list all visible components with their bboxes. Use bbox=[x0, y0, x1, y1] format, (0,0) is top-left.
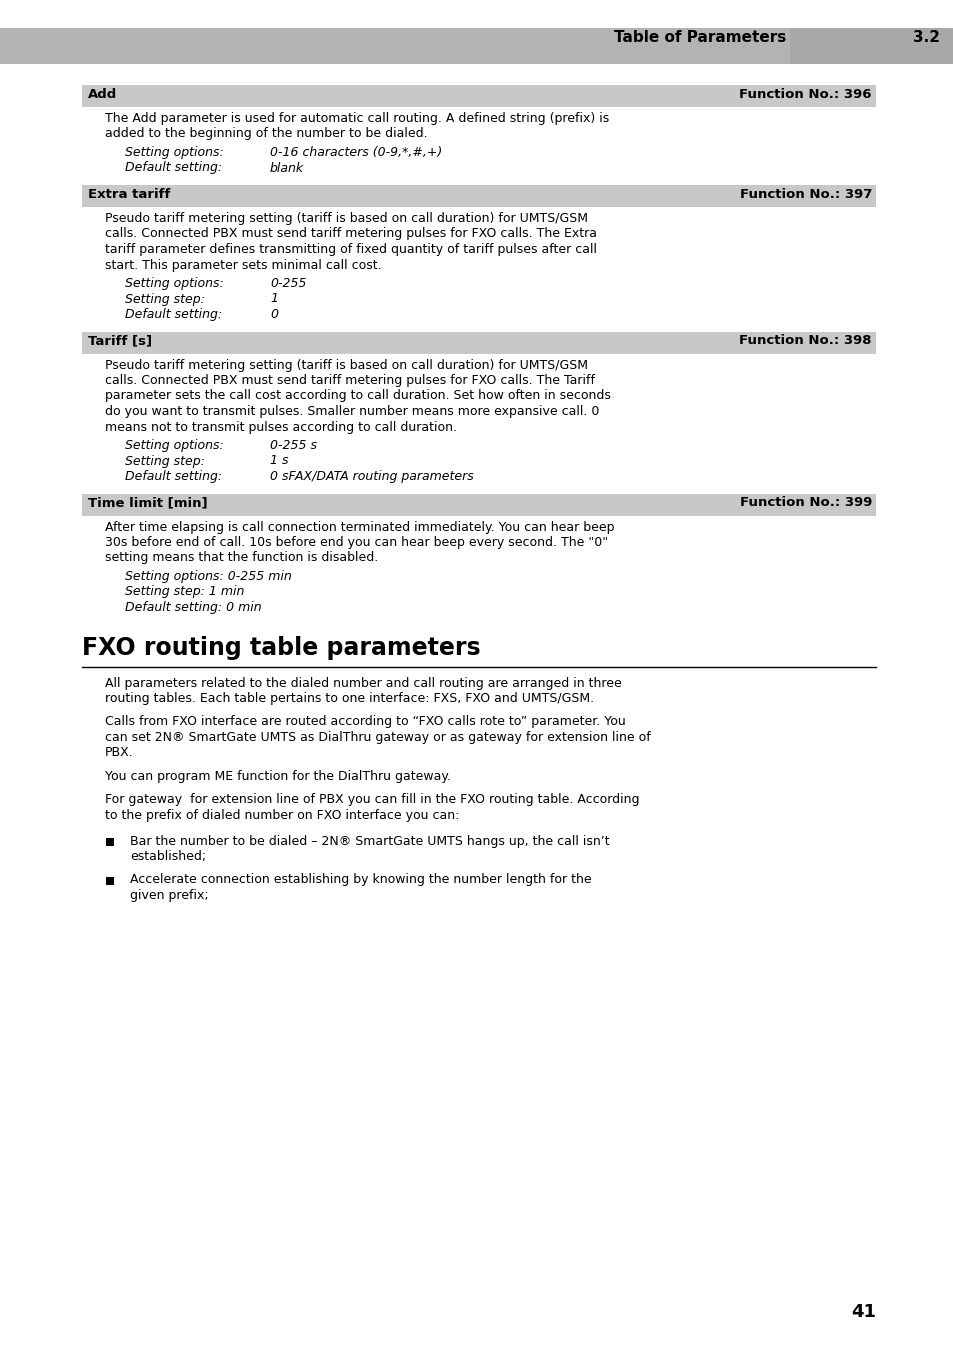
Text: For gateway  for extension line of PBX you can fill in the FXO routing table. Ac: For gateway for extension line of PBX yo… bbox=[105, 793, 639, 807]
Text: FXO routing table parameters: FXO routing table parameters bbox=[82, 637, 480, 661]
Text: to the prefix of dialed number on FXO interface you can:: to the prefix of dialed number on FXO in… bbox=[105, 809, 459, 822]
Text: parameter sets the call cost according to call duration. Set how often in second: parameter sets the call cost according t… bbox=[105, 390, 610, 402]
Bar bbox=[82, 332, 875, 353]
Text: Table of Parameters: Table of Parameters bbox=[613, 30, 785, 45]
Text: All parameters related to the dialed number and call routing are arranged in thr: All parameters related to the dialed num… bbox=[105, 676, 621, 689]
Text: Add: Add bbox=[88, 88, 117, 101]
Bar bbox=[82, 494, 875, 515]
Text: 0 sFAX/DATA routing parameters: 0 sFAX/DATA routing parameters bbox=[270, 469, 474, 483]
Text: start. This parameter sets minimal call cost.: start. This parameter sets minimal call … bbox=[105, 259, 381, 271]
Text: Setting step:: Setting step: bbox=[125, 293, 205, 305]
Text: established;: established; bbox=[130, 850, 206, 863]
Bar bbox=[106, 877, 113, 885]
Text: 3.2: 3.2 bbox=[912, 30, 939, 45]
Text: Function No.: 398: Function No.: 398 bbox=[739, 335, 871, 348]
Text: Function No.: 397: Function No.: 397 bbox=[739, 188, 871, 201]
Bar bbox=[0, 28, 953, 63]
Text: Extra tariff: Extra tariff bbox=[88, 188, 171, 201]
Text: Function No.: 399: Function No.: 399 bbox=[739, 496, 871, 510]
Text: calls. Connected PBX must send tariff metering pulses for FXO calls. The Tariff: calls. Connected PBX must send tariff me… bbox=[105, 374, 595, 387]
Text: Default setting:: Default setting: bbox=[125, 162, 222, 174]
Bar bbox=[106, 838, 113, 846]
Bar bbox=[789, 28, 953, 63]
Text: Setting step: 1 min: Setting step: 1 min bbox=[125, 585, 244, 599]
Text: means not to transmit pulses according to call duration.: means not to transmit pulses according t… bbox=[105, 421, 456, 433]
Text: Default setting:: Default setting: bbox=[125, 308, 222, 321]
Text: can set 2N® SmartGate UMTS as DialThru gateway or as gateway for extension line : can set 2N® SmartGate UMTS as DialThru g… bbox=[105, 731, 650, 745]
Text: Setting options:: Setting options: bbox=[125, 438, 224, 452]
Text: You can program ME function for the DialThru gateway.: You can program ME function for the Dial… bbox=[105, 770, 451, 782]
Text: given prefix;: given prefix; bbox=[130, 889, 209, 902]
Text: 0-16 characters (0-9,*,#,+): 0-16 characters (0-9,*,#,+) bbox=[270, 146, 442, 159]
Text: 1 s: 1 s bbox=[270, 455, 288, 468]
Text: 1: 1 bbox=[270, 293, 277, 305]
Text: 0-255: 0-255 bbox=[270, 277, 306, 290]
Text: tariff parameter defines transmitting of fixed quantity of tariff pulses after c: tariff parameter defines transmitting of… bbox=[105, 243, 597, 256]
Text: After time elapsing is call connection terminated immediately. You can hear beep: After time elapsing is call connection t… bbox=[105, 521, 614, 533]
Text: Pseudo tariff metering setting (tariff is based on call duration) for UMTS/GSM: Pseudo tariff metering setting (tariff i… bbox=[105, 212, 587, 225]
Text: PBX.: PBX. bbox=[105, 746, 133, 759]
Text: 0-255 s: 0-255 s bbox=[270, 438, 316, 452]
Text: blank: blank bbox=[270, 162, 304, 174]
Text: do you want to transmit pulses. Smaller number means more expansive call. 0: do you want to transmit pulses. Smaller … bbox=[105, 405, 598, 418]
Text: Setting options:: Setting options: bbox=[125, 146, 224, 159]
Text: Default setting: 0 min: Default setting: 0 min bbox=[125, 602, 261, 614]
Text: Setting options: 0-255 min: Setting options: 0-255 min bbox=[125, 571, 292, 583]
Text: added to the beginning of the number to be dialed.: added to the beginning of the number to … bbox=[105, 128, 427, 140]
Text: 30s before end of call. 10s before end you can hear beep every second. The "0": 30s before end of call. 10s before end y… bbox=[105, 536, 607, 549]
Text: Pseudo tariff metering setting (tariff is based on call duration) for UMTS/GSM: Pseudo tariff metering setting (tariff i… bbox=[105, 359, 587, 371]
Bar bbox=[82, 85, 875, 107]
Text: Setting step:: Setting step: bbox=[125, 455, 205, 468]
Text: The Add parameter is used for automatic call routing. A defined string (prefix) : The Add parameter is used for automatic … bbox=[105, 112, 609, 125]
Text: Tariff [s]: Tariff [s] bbox=[88, 335, 152, 348]
Text: calls. Connected PBX must send tariff metering pulses for FXO calls. The Extra: calls. Connected PBX must send tariff me… bbox=[105, 228, 597, 240]
Bar bbox=[82, 185, 875, 206]
Text: 0: 0 bbox=[270, 308, 277, 321]
Text: setting means that the function is disabled.: setting means that the function is disab… bbox=[105, 552, 377, 564]
Text: 41: 41 bbox=[850, 1303, 875, 1321]
Text: Bar the number to be dialed – 2N® SmartGate UMTS hangs up, the call isn’t: Bar the number to be dialed – 2N® SmartG… bbox=[130, 835, 609, 847]
Text: Function No.: 396: Function No.: 396 bbox=[739, 88, 871, 101]
Text: Accelerate connection establishing by knowing the number length for the: Accelerate connection establishing by kn… bbox=[130, 874, 591, 886]
Text: Setting options:: Setting options: bbox=[125, 277, 224, 290]
Text: routing tables. Each table pertains to one interface: FXS, FXO and UMTS/GSM.: routing tables. Each table pertains to o… bbox=[105, 692, 594, 706]
Text: Calls from FXO interface are routed according to “FXO calls rote to” parameter. : Calls from FXO interface are routed acco… bbox=[105, 715, 625, 728]
Text: Time limit [min]: Time limit [min] bbox=[88, 496, 208, 510]
Text: Default setting:: Default setting: bbox=[125, 469, 222, 483]
